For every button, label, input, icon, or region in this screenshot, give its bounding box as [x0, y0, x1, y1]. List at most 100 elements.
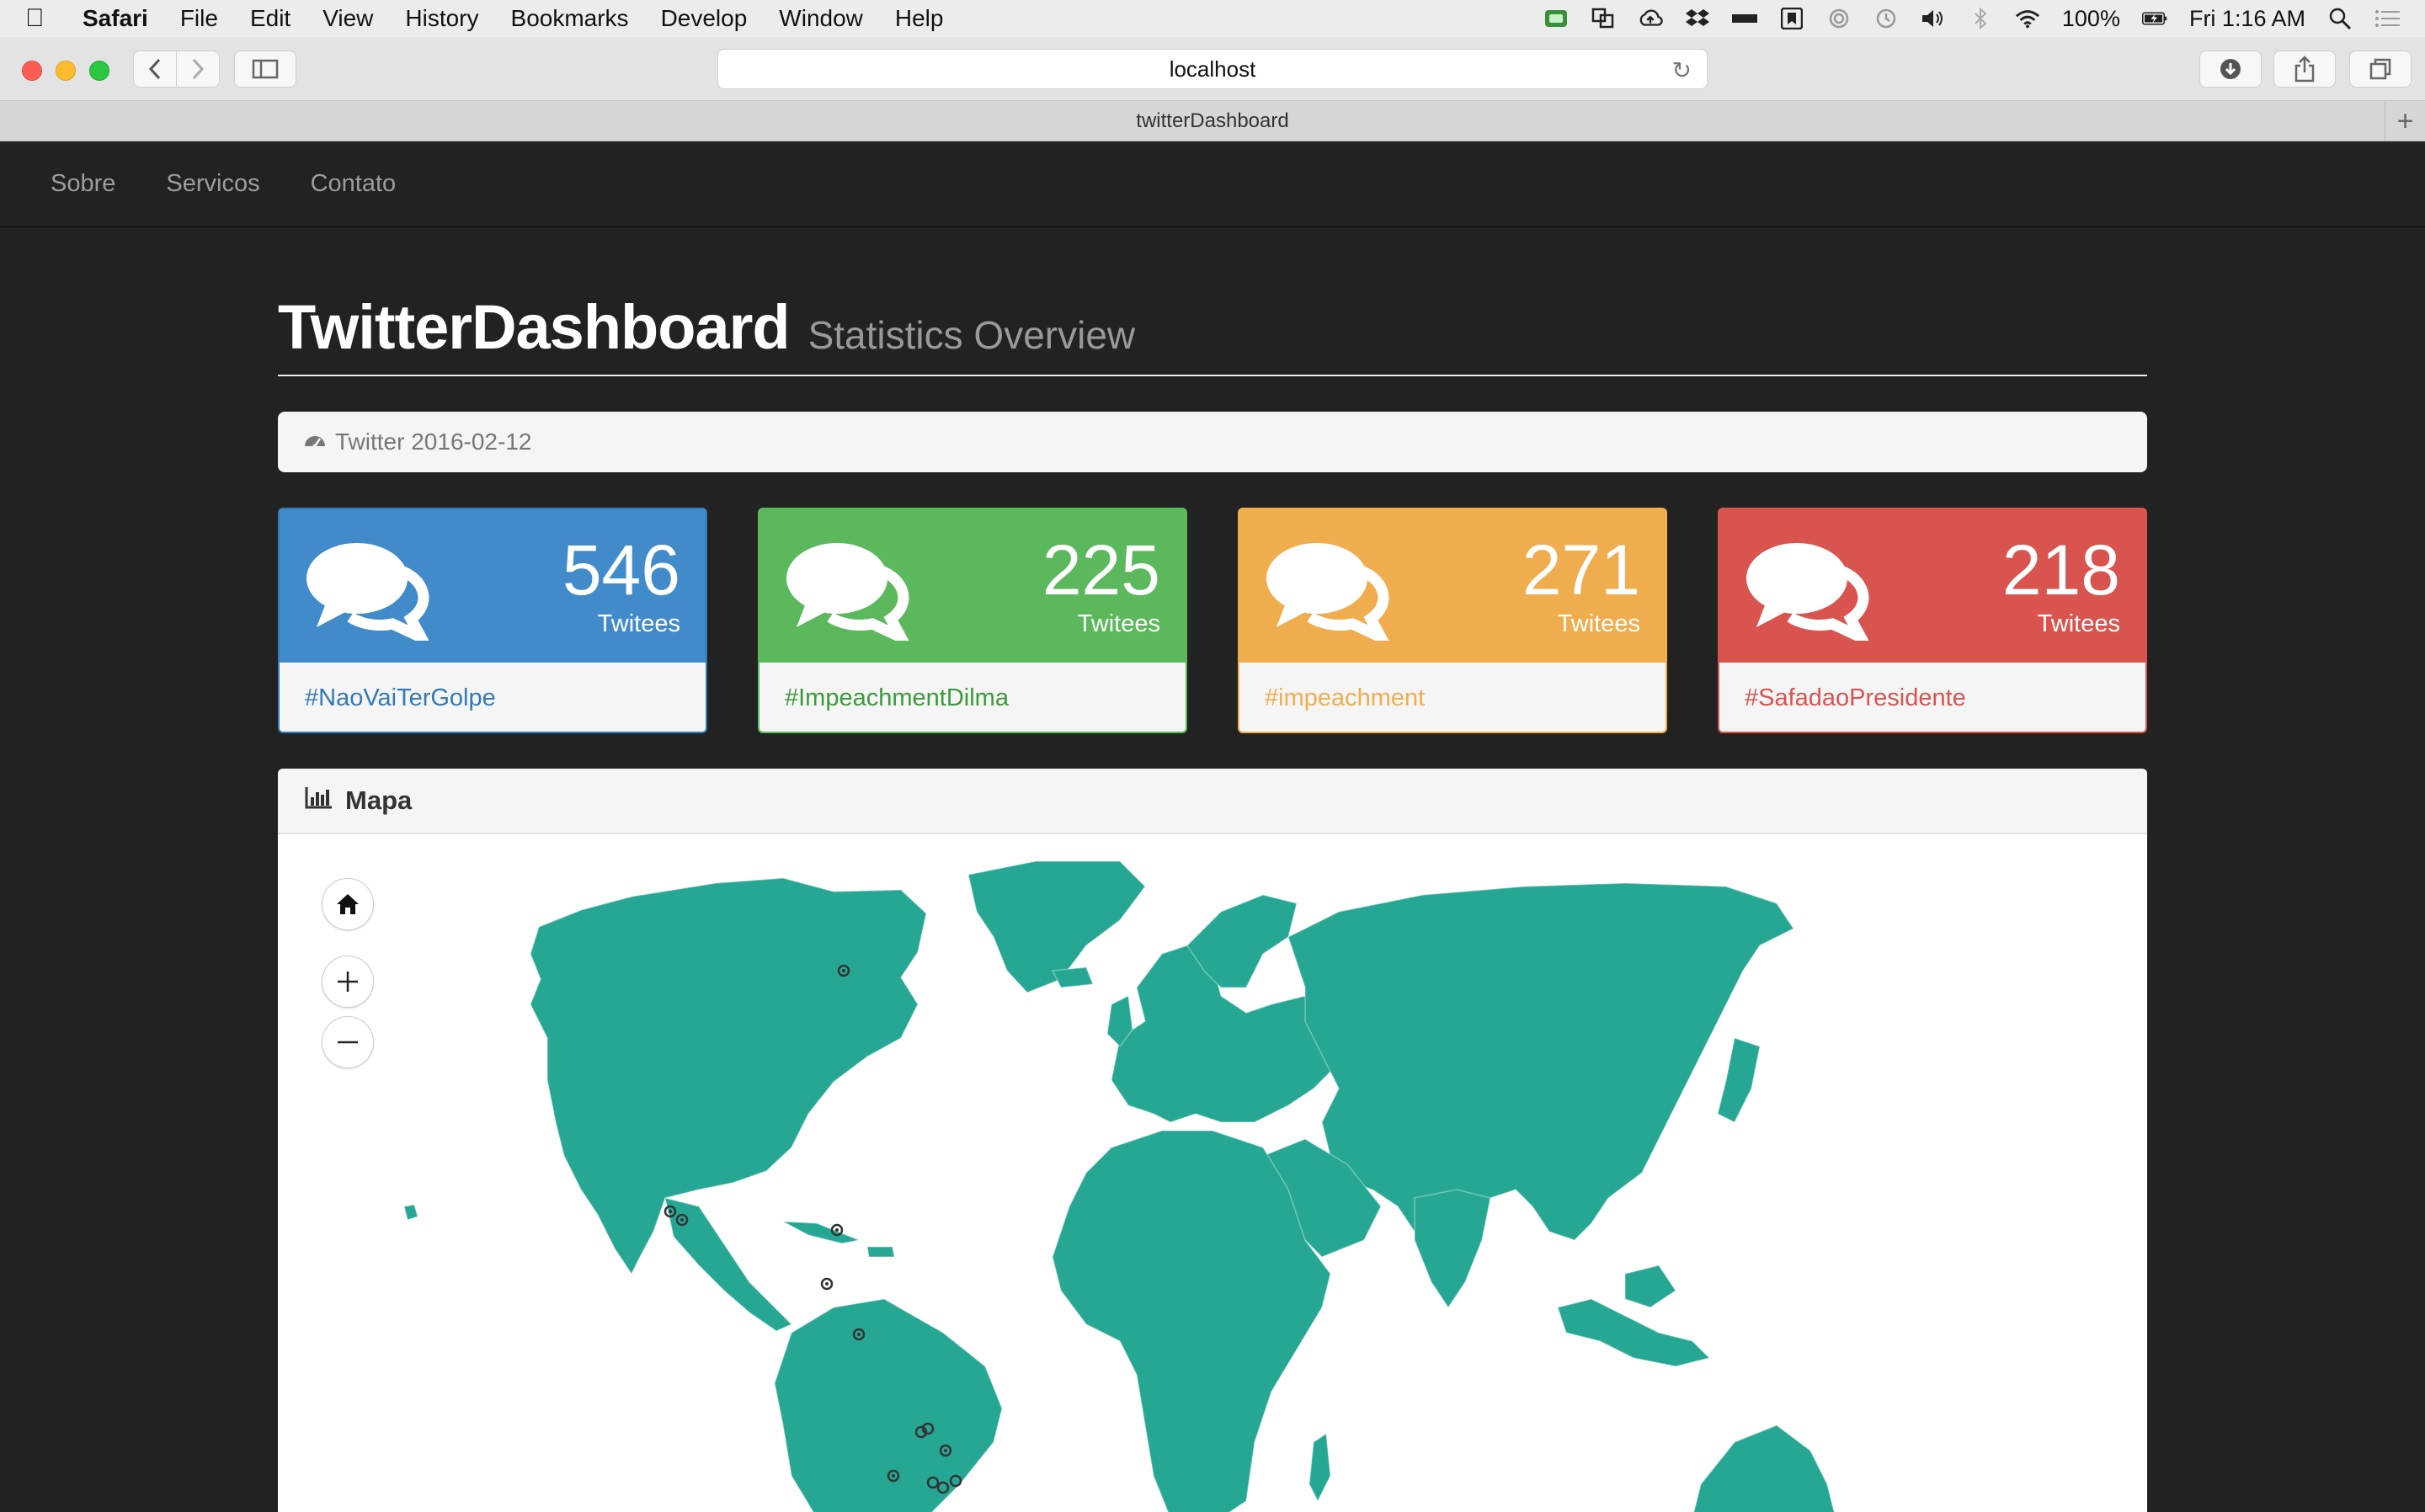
stat-card-header: 546 Twitees [280, 509, 706, 663]
page-content: TwitterDashboard Statistics Overview Twi… [278, 227, 2147, 1512]
island-iceland [1051, 966, 1095, 988]
tweet-marker [936, 1481, 950, 1494]
stat-card[interactable]: 546 Twitees #NaoVaiTerGolpe [278, 508, 707, 733]
bluetooth-icon[interactable] [1968, 7, 1993, 30]
continent-australia [1692, 1424, 1836, 1512]
new-tab-button[interactable]: + [2385, 101, 2425, 141]
time-machine-icon[interactable] [1873, 7, 1899, 30]
tweet-marker [664, 1205, 677, 1218]
menu-help[interactable]: Help [894, 5, 944, 31]
dropbox-icon[interactable] [1685, 7, 1710, 30]
world-map-svg[interactable] [278, 836, 2147, 1512]
world-map[interactable] [278, 836, 2147, 1512]
bar-chart-icon [305, 785, 333, 816]
continent-south-america [774, 1298, 1003, 1512]
stat-card-header: 218 Twitees [1719, 509, 2145, 663]
stat-hashtag-link[interactable]: #SafadaoPresidente [1745, 684, 1966, 711]
continent-africa [1052, 1130, 1331, 1512]
window-minimize-button[interactable] [56, 61, 76, 81]
menu-develop[interactable]: Develop [660, 5, 748, 31]
page-title: TwitterDashboard [278, 292, 791, 362]
stat-count: 546 [562, 530, 680, 610]
menu-history[interactable]: History [405, 5, 479, 31]
stat-hashtag-link[interactable]: #ImpeachmentDilma [785, 684, 1009, 711]
tweet-marker [837, 964, 850, 977]
tweet-marker [914, 1425, 928, 1439]
menu-edit[interactable]: Edit [249, 5, 291, 31]
share-button[interactable] [2273, 51, 2336, 88]
map-panel-title: Mapa [345, 785, 413, 815]
forward-button[interactable] [176, 51, 220, 88]
spotlight-search-icon[interactable] [2327, 7, 2353, 30]
stat-count: 271 [1522, 530, 1640, 610]
sidebar-icon [252, 59, 279, 79]
stat-card-header: 271 Twitees [1239, 509, 1666, 663]
reload-icon[interactable]: ↻ [1671, 57, 1692, 83]
bookmark-app-icon[interactable] [1779, 7, 1804, 30]
nav-link-sobre[interactable]: Sobre [51, 170, 116, 197]
comments-icon [1746, 543, 1869, 641]
stat-label: Twitees [597, 610, 680, 637]
menubar-clock[interactable]: Fri 1:16 AM [2188, 5, 2305, 31]
tweet-marker [926, 1476, 940, 1489]
stat-count: 225 [1042, 530, 1160, 610]
zoom-out-icon [338, 1041, 358, 1044]
downloads-button[interactable] [2199, 51, 2262, 88]
tweet-marker-dot [944, 1449, 947, 1452]
volume-icon[interactable] [1921, 7, 1946, 30]
battery-monitor-icon[interactable] [1731, 7, 1757, 30]
window-zoom-button[interactable] [89, 61, 109, 81]
nav-link-contato[interactable]: Contato [310, 170, 397, 197]
menu-view[interactable]: View [322, 5, 374, 31]
zoom-in-icon [338, 972, 358, 992]
battery-icon[interactable] [2141, 7, 2167, 30]
apple-menu-icon[interactable]:  [25, 4, 59, 33]
sidebar-toggle-button[interactable] [234, 51, 296, 88]
chevron-right-icon [192, 58, 205, 80]
tweet-marker-dot [825, 1282, 829, 1286]
window-close-button[interactable] [22, 61, 42, 81]
island-great-britain [1106, 994, 1133, 1048]
notification-center-icon[interactable] [2374, 7, 2400, 30]
map-zoom-in-button[interactable] [322, 956, 374, 1008]
tweet-marker [675, 1213, 689, 1227]
page-subtitle: Statistics Overview [807, 313, 1136, 357]
tabs-overview-button[interactable] [2349, 51, 2412, 88]
stat-card[interactable]: 218 Twitees #SafadaoPresidente [1718, 508, 2147, 733]
region-scandinavia [1186, 894, 1298, 988]
tweet-marker-dot [669, 1210, 672, 1213]
tweet-marker-dot [680, 1218, 684, 1222]
macos-menubar:  Safari File Edit View History Bookmark… [0, 0, 2425, 37]
menu-app-safari[interactable]: Safari [83, 5, 148, 31]
island-madagascar [1308, 1432, 1331, 1503]
windows-icon[interactable] [1591, 7, 1616, 30]
menu-file[interactable]: File [179, 5, 218, 31]
address-bar[interactable]: localhost ↻ [717, 49, 1708, 89]
browser-toolbar: localhost ↻ [0, 37, 2425, 101]
stat-card[interactable]: 271 Twitees #impeachment [1238, 508, 1667, 733]
stat-hashtag-link[interactable]: #impeachment [1265, 684, 1426, 711]
island-hawaii [403, 1204, 418, 1221]
tweet-marker [939, 1444, 952, 1457]
tweet-marker-dot [892, 1474, 895, 1477]
map-zoom-out-button[interactable] [322, 1016, 374, 1068]
stat-card[interactable]: 225 Twitees #ImpeachmentDilma [758, 508, 1187, 733]
tweet-marker [830, 1223, 844, 1237]
sync-icon[interactable] [1826, 7, 1852, 30]
app-tray-icon[interactable] [1543, 7, 1569, 30]
wifi-icon[interactable] [2015, 7, 2040, 30]
comments-icon [1266, 543, 1389, 641]
menu-bookmarks[interactable]: Bookmarks [510, 5, 629, 31]
home-icon [337, 894, 359, 914]
tab-title[interactable]: twitterDashboard [1136, 109, 1289, 132]
nav-link-servicos[interactable]: Servicos [166, 170, 260, 197]
map-home-button[interactable] [322, 878, 374, 930]
cloud-upload-icon[interactable] [1638, 7, 1663, 30]
menu-window[interactable]: Window [779, 5, 863, 31]
tweet-marker-dot [835, 1228, 839, 1232]
stat-hashtag-link[interactable]: #NaoVaiTerGolpe [305, 684, 496, 711]
battery-percentage: 100% [2061, 5, 2120, 31]
tweet-marker [921, 1422, 935, 1435]
map-panel-heading: Mapa [278, 769, 2147, 834]
back-button[interactable] [133, 51, 177, 88]
